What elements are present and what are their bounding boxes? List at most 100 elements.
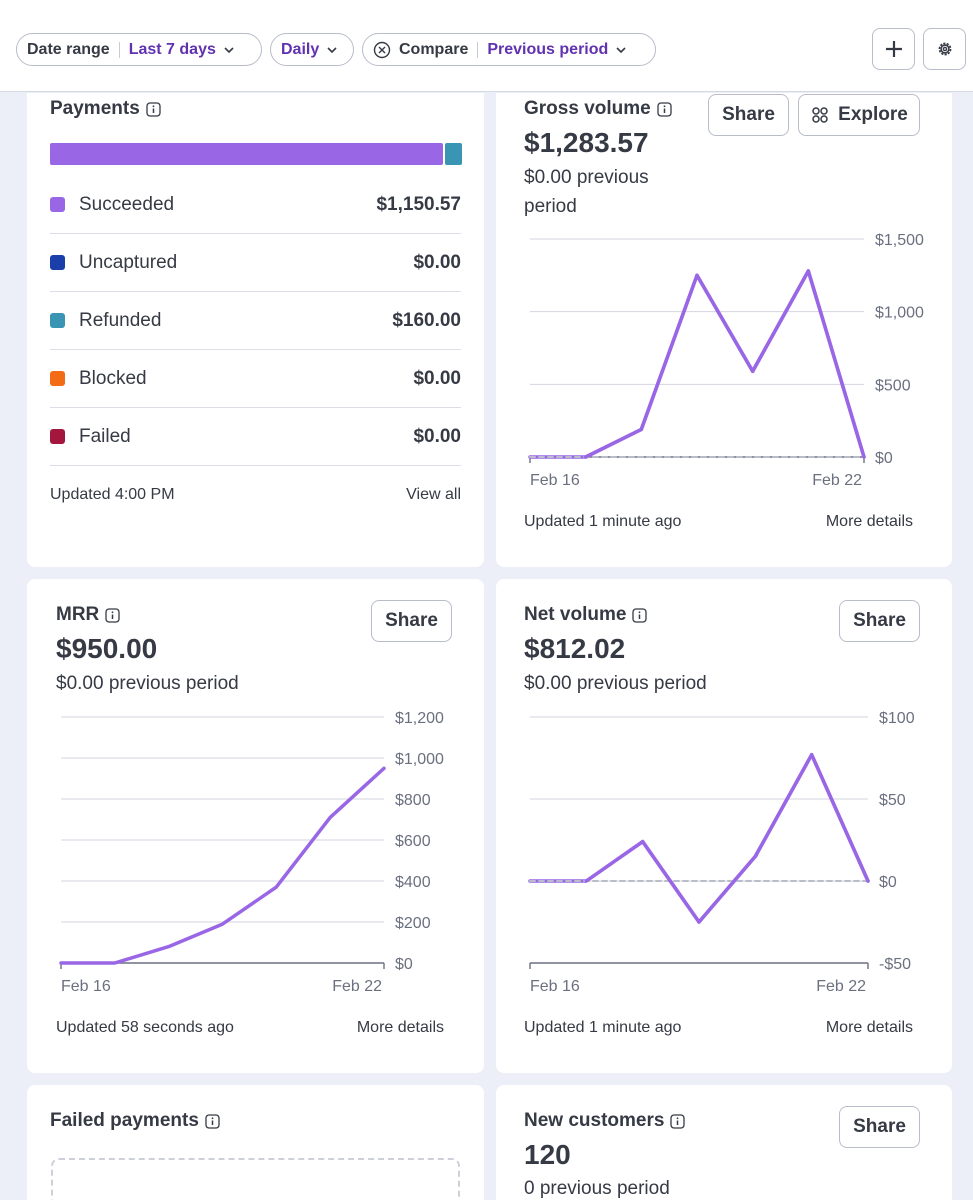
payment-row-label: Refunded — [79, 309, 162, 331]
status-color-swatch — [50, 197, 65, 212]
y-tick-label: $500 — [875, 377, 911, 394]
net-volume-value: $812.02 — [524, 633, 626, 664]
payment-row-succeeded[interactable]: Succeeded $1,150.57 — [50, 176, 461, 234]
date-range-label: Date range — [27, 40, 110, 58]
settings-button[interactable] — [923, 28, 966, 70]
filter-bar: Date range Last 7 days Daily Compare Pre… — [0, 0, 973, 92]
failed-payments-title-text: Failed payments — [50, 1110, 199, 1131]
explore-button[interactable]: Explore — [798, 94, 920, 136]
more-details-link[interactable]: More details — [825, 1019, 913, 1036]
info-icon[interactable] — [205, 1113, 220, 1129]
current-period-segment — [640, 839, 701, 924]
date-range-filter[interactable]: Date range Last 7 days — [16, 33, 262, 66]
info-icon[interactable] — [146, 101, 161, 117]
payments-title-text: Payments — [50, 98, 140, 119]
net-volume-title-text: Net volume — [524, 604, 627, 625]
pill-divider — [118, 41, 120, 58]
gross-volume-chart: $0 $500 $1,000 $1,500 Feb 16 Feb 22 — [528, 232, 924, 489]
failed-payments-title: Failed payments — [50, 1110, 220, 1132]
payment-row-label: Blocked — [79, 367, 147, 389]
add-widget-button[interactable] — [872, 28, 915, 70]
gross-volume-card — [496, 93, 952, 567]
gross-volume-title: Gross volume — [524, 98, 672, 120]
info-icon[interactable] — [105, 607, 120, 623]
y-tick-label: $200 — [395, 915, 431, 932]
explore-icon — [812, 107, 828, 123]
x-tick-label: Feb 16 — [530, 472, 580, 489]
y-tick-label: $1,000 — [875, 305, 924, 322]
payment-row-blocked[interactable]: Blocked $0.00 — [50, 350, 461, 408]
more-details-link[interactable]: More details — [825, 513, 913, 530]
payments-breakdown-bar — [50, 143, 462, 165]
info-icon[interactable] — [670, 1113, 686, 1129]
y-tick-label: $0 — [879, 874, 897, 891]
current-period-line — [528, 752, 870, 924]
payment-row-value: $1,150.57 — [376, 193, 461, 215]
net-volume-previous: $0.00 previous period — [524, 673, 707, 694]
y-tick-label: -$50 — [879, 956, 911, 973]
share-button[interactable]: Share — [839, 1106, 920, 1148]
refunded-segment — [445, 143, 462, 165]
net-volume-card — [496, 579, 952, 1073]
info-icon[interactable] — [632, 607, 648, 623]
status-color-swatch — [50, 429, 65, 444]
current-period-line — [528, 269, 866, 459]
current-period-segment — [806, 269, 866, 459]
share-button[interactable]: Share — [839, 600, 920, 642]
payment-row-label: Failed — [79, 425, 131, 447]
mrr-value: $950.00 — [56, 633, 158, 664]
current-period-segment — [583, 427, 644, 459]
y-tick-label: $0 — [395, 956, 413, 973]
net-volume-updated: Updated 1 minute ago — [524, 1019, 682, 1036]
view-all-link[interactable]: View all — [406, 486, 461, 503]
mrr-title-text: MRR — [56, 604, 100, 625]
share-button[interactable]: Share — [708, 94, 789, 136]
status-color-swatch — [50, 371, 65, 386]
y-tick-label: $800 — [395, 792, 431, 809]
clear-circle-icon[interactable] — [373, 41, 391, 59]
payments-card — [27, 93, 484, 567]
mrr-title: MRR — [56, 604, 120, 626]
info-icon[interactable] — [657, 101, 672, 117]
current-period-line — [59, 766, 386, 965]
y-tick-label: $0 — [875, 450, 893, 467]
gross-volume-title-text: Gross volume — [524, 98, 651, 119]
failed-payments-card — [27, 1085, 484, 1200]
current-period-segment — [697, 854, 758, 924]
x-tick-label: Feb 16 — [530, 978, 580, 995]
failed-payments-empty-state — [51, 1158, 460, 1200]
more-details-link[interactable]: More details — [356, 1019, 444, 1036]
date-range-value: Last 7 days — [128, 40, 216, 58]
chevron-down-icon — [327, 46, 337, 53]
current-period-segment — [695, 273, 755, 374]
compare-label: Compare — [399, 40, 469, 58]
current-period-segment — [639, 273, 699, 432]
mrr-chart: $0 $200 $400 $600 $800 $1,000 $1,200 Feb 16 Feb … — [59, 710, 444, 995]
explore-button-label: Explore — [838, 104, 908, 125]
x-tick-label: Feb 22 — [812, 472, 862, 489]
x-tick-label: Feb 16 — [61, 978, 111, 995]
gross-volume-previous: $0.00 previous period — [524, 167, 649, 217]
new-customers-title: New customers — [524, 1110, 686, 1132]
current-period-segment — [750, 269, 811, 374]
y-tick-label: $50 — [879, 792, 906, 809]
payment-row-refunded[interactable]: Refunded $160.00 — [50, 292, 461, 350]
payment-row-value: $160.00 — [392, 309, 461, 331]
payment-row-label: Uncaptured — [79, 251, 178, 273]
status-color-swatch — [50, 255, 65, 270]
compare-filter[interactable]: Compare Previous period — [362, 33, 656, 66]
net-volume-title: Net volume — [524, 604, 648, 626]
mrr-card — [27, 579, 484, 1073]
gear-icon — [938, 42, 951, 56]
x-tick-label: Feb 22 — [816, 978, 866, 995]
y-tick-label: $1,000 — [395, 751, 444, 768]
share-button[interactable]: Share — [371, 600, 452, 642]
payment-row-uncaptured[interactable]: Uncaptured $0.00 — [50, 234, 461, 292]
y-tick-label: $600 — [395, 833, 431, 850]
current-period-segment — [584, 839, 645, 883]
chevron-down-icon — [224, 46, 234, 53]
new-customers-title-text: New customers — [524, 1110, 665, 1131]
gross-volume-updated: Updated 1 minute ago — [524, 513, 682, 530]
payment-row-failed[interactable]: Failed $0.00 — [50, 408, 461, 466]
interval-filter[interactable]: Daily — [270, 33, 354, 66]
